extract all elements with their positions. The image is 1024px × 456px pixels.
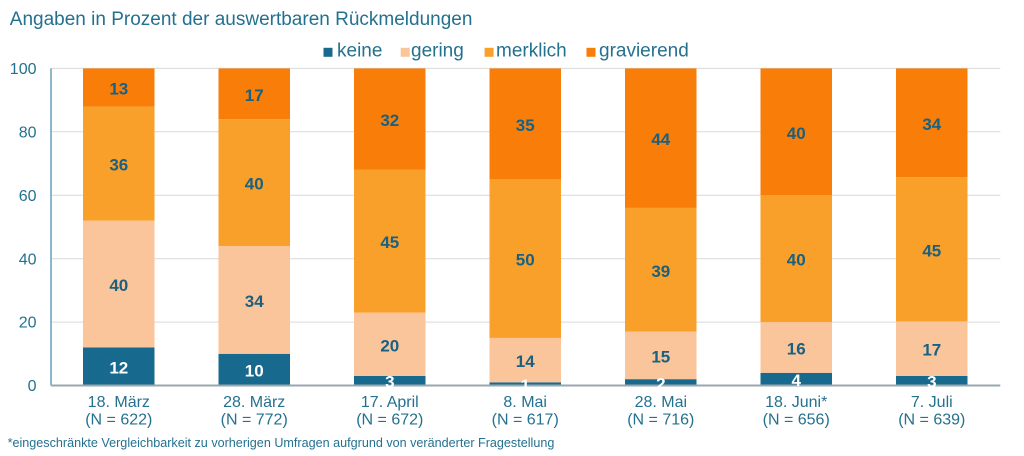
svg-text:40: 40 [787, 124, 806, 143]
svg-text:34: 34 [245, 292, 264, 311]
svg-text:40: 40 [245, 175, 264, 194]
svg-text:2: 2 [656, 374, 665, 393]
svg-text:16: 16 [787, 339, 806, 358]
svg-text:3: 3 [927, 373, 936, 392]
svg-text:80: 80 [19, 124, 37, 141]
svg-text:15: 15 [651, 347, 670, 366]
svg-text:45: 45 [380, 233, 399, 252]
svg-text:(N = 772): (N = 772) [221, 412, 288, 429]
svg-text:34: 34 [922, 115, 941, 134]
svg-text:40: 40 [109, 276, 128, 295]
svg-text:4: 4 [791, 371, 801, 390]
svg-text:gravierend: gravierend [599, 40, 689, 61]
svg-text:keine: keine [337, 40, 382, 61]
svg-text:39: 39 [651, 262, 670, 281]
svg-text:35: 35 [516, 116, 535, 135]
svg-text:28. Mai: 28. Mai [635, 394, 687, 411]
svg-text:13: 13 [109, 79, 128, 98]
svg-text:gering: gering [411, 40, 464, 61]
svg-text:1: 1 [520, 376, 529, 395]
svg-text:18. März: 18. März [88, 394, 150, 411]
svg-text:(N = 672): (N = 672) [356, 412, 423, 429]
svg-text:17: 17 [245, 86, 264, 105]
svg-text:12: 12 [109, 359, 128, 378]
svg-text:45: 45 [922, 241, 941, 260]
svg-text:merklich: merklich [496, 40, 567, 61]
svg-text:*eingeschränkte Vergleichbarke: *eingeschränkte Vergleichbarkeit zu vorh… [8, 436, 555, 450]
svg-text:7. Juli: 7. Juli [911, 394, 953, 411]
svg-text:20: 20 [19, 315, 37, 332]
svg-text:100: 100 [10, 61, 37, 78]
svg-text:3: 3 [385, 373, 394, 392]
svg-text:(N = 656): (N = 656) [763, 412, 830, 429]
svg-text:17. April: 17. April [361, 394, 419, 411]
svg-text:17: 17 [922, 341, 941, 360]
svg-text:14: 14 [516, 352, 535, 371]
svg-text:28. März: 28. März [223, 394, 285, 411]
svg-text:44: 44 [651, 130, 670, 149]
svg-text:60: 60 [19, 188, 37, 205]
svg-text:40: 40 [19, 251, 37, 268]
svg-text:10: 10 [245, 362, 264, 381]
svg-text:(N = 622): (N = 622) [85, 412, 152, 429]
svg-text:(N = 617): (N = 617) [492, 412, 559, 429]
svg-text:18. Juni*: 18. Juni* [765, 394, 827, 411]
svg-text:50: 50 [516, 251, 535, 270]
svg-text:40: 40 [787, 251, 806, 270]
svg-text:Angaben in Prozent der auswert: Angaben in Prozent der auswertbaren Rück… [10, 9, 473, 30]
svg-text:0: 0 [28, 378, 37, 395]
svg-text:20: 20 [380, 336, 399, 355]
svg-text:(N = 639): (N = 639) [898, 412, 965, 429]
svg-text:8. Mai: 8. Mai [503, 394, 547, 411]
svg-text:(N = 716): (N = 716) [627, 412, 694, 429]
svg-text:32: 32 [380, 111, 399, 130]
svg-text:36: 36 [109, 156, 128, 175]
